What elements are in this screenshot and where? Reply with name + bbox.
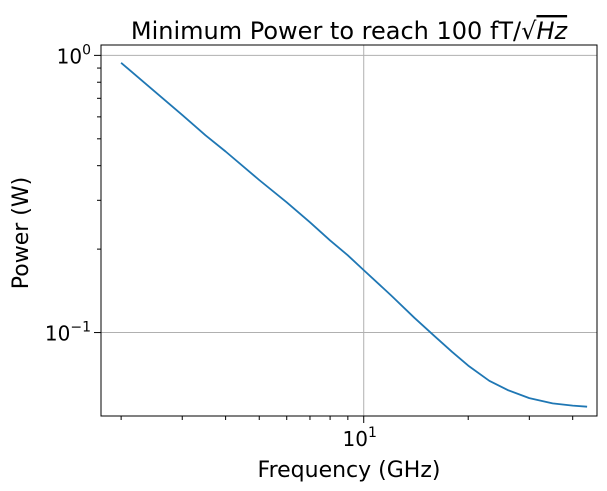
chart-title: Minimum Power to reach 100 fT/√Hz: [131, 17, 569, 45]
series-line: [120, 62, 588, 408]
y-axis-label: Power (W): [9, 177, 34, 289]
series: [120, 62, 588, 408]
plot-frame: [100, 44, 598, 417]
x-axis-label: Frequency (GHz): [258, 458, 441, 483]
ticks: 101 100 10−1: [45, 42, 574, 451]
y-tick-label: 100: [57, 42, 91, 68]
x-tick-label: 101: [343, 425, 377, 451]
chart-title-radical: √: [521, 17, 537, 45]
chart-title-text: Minimum Power to reach 100 fT/: [131, 17, 522, 45]
chart-title-radicand: Hz: [536, 17, 568, 45]
y-tick-label: 10−1: [45, 320, 91, 346]
grid: [101, 45, 597, 416]
